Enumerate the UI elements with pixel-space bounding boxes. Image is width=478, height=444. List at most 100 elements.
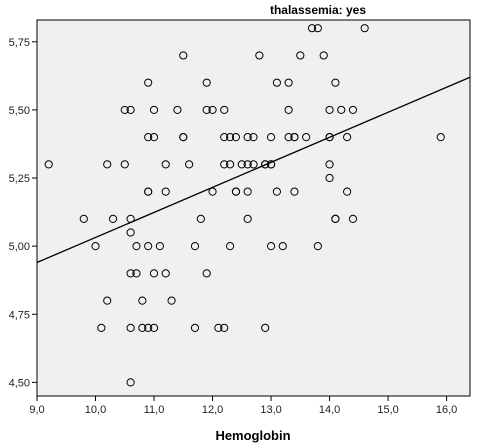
data-point <box>249 160 258 169</box>
fit-line <box>36 76 471 264</box>
data-point <box>284 78 293 87</box>
data-point <box>325 173 334 183</box>
data-point <box>261 323 270 332</box>
data-point <box>161 269 170 278</box>
data-point <box>313 24 322 33</box>
data-point <box>360 24 369 33</box>
data-point <box>220 133 229 142</box>
data-point <box>126 269 135 278</box>
data-point <box>144 78 153 87</box>
data-point <box>196 214 205 223</box>
data-point <box>278 242 287 251</box>
data-point <box>202 105 211 115</box>
data-point <box>202 78 211 87</box>
data-point <box>120 160 129 169</box>
data-point <box>220 105 229 115</box>
data-point <box>208 187 217 196</box>
y-tick-label: 4,50 <box>9 377 30 389</box>
data-point <box>167 296 176 305</box>
x-tick-label: 15,0 <box>377 404 398 416</box>
data-point <box>261 160 270 169</box>
data-point <box>343 133 352 142</box>
data-point <box>161 187 170 196</box>
data-point <box>243 214 252 223</box>
data-point <box>436 133 445 142</box>
data-point <box>190 242 200 251</box>
data-point <box>243 160 252 169</box>
data-point <box>243 133 252 142</box>
data-point <box>272 187 282 196</box>
x-axis-label: Hemoglobin <box>215 428 290 443</box>
x-tick-label: 16,0 <box>436 404 457 416</box>
data-point <box>220 160 229 169</box>
data-point <box>149 105 159 115</box>
data-point <box>348 214 358 223</box>
data-point <box>97 323 106 332</box>
y-axis: 4,50 4,75 5,00 5,25 5,50 5,75 <box>9 37 37 389</box>
data-point <box>225 133 235 142</box>
data-point <box>103 296 112 305</box>
data-point <box>331 214 340 223</box>
data-point <box>144 187 153 196</box>
data-point <box>313 242 322 251</box>
data-point <box>179 51 188 60</box>
data-point <box>290 133 299 142</box>
data-point <box>126 378 135 387</box>
data-point <box>161 160 170 169</box>
data-point <box>249 133 258 142</box>
data-point <box>149 323 159 332</box>
data-point <box>348 105 358 115</box>
y-tick-label: 4,75 <box>9 309 30 321</box>
data-point <box>126 323 135 332</box>
data-point <box>290 187 299 196</box>
data-point <box>144 133 153 142</box>
data-point <box>190 323 200 332</box>
data-point <box>266 160 276 169</box>
y-tick-label: 5,75 <box>9 37 30 49</box>
y-tick-label: 5,00 <box>9 241 30 253</box>
data-point <box>173 105 182 115</box>
data-point <box>138 296 147 305</box>
data-point <box>225 160 235 169</box>
data-point <box>144 242 153 251</box>
y-tick-label: 5,50 <box>9 105 30 117</box>
data-point <box>185 160 194 169</box>
data-point <box>220 323 229 332</box>
data-point <box>126 228 135 237</box>
data-point <box>266 242 276 251</box>
x-axis: 9,0 10,0 11,0 12,0 13,0 14,0 15,0 16,0 <box>29 396 457 416</box>
data-point <box>343 187 352 196</box>
x-tick-label: 10,0 <box>85 404 106 416</box>
data-point <box>296 51 305 60</box>
x-tick-label: 14,0 <box>319 404 340 416</box>
data-point <box>243 187 252 196</box>
data-point <box>132 269 141 278</box>
points-layer <box>44 24 445 387</box>
data-point <box>138 323 147 332</box>
data-point <box>231 187 241 196</box>
data-point <box>272 78 282 87</box>
data-point <box>126 214 135 223</box>
data-point <box>302 133 311 142</box>
data-point <box>149 269 159 278</box>
y-tick-label: 5,25 <box>9 173 30 185</box>
data-point <box>225 242 235 251</box>
x-tick-label: 13,0 <box>260 404 281 416</box>
data-point <box>266 133 276 142</box>
data-point <box>120 105 129 115</box>
data-point <box>319 51 328 60</box>
data-point <box>325 133 334 142</box>
data-point <box>126 105 135 115</box>
data-point <box>325 160 334 169</box>
data-point <box>284 105 293 115</box>
data-point <box>331 78 340 87</box>
x-tick-label: 9,0 <box>29 404 44 416</box>
data-point <box>307 24 317 33</box>
x-tick-label: 12,0 <box>202 404 223 416</box>
data-point <box>144 323 153 332</box>
data-point <box>149 133 159 142</box>
data-point <box>155 242 164 251</box>
data-point <box>237 160 246 169</box>
data-point <box>132 242 141 251</box>
